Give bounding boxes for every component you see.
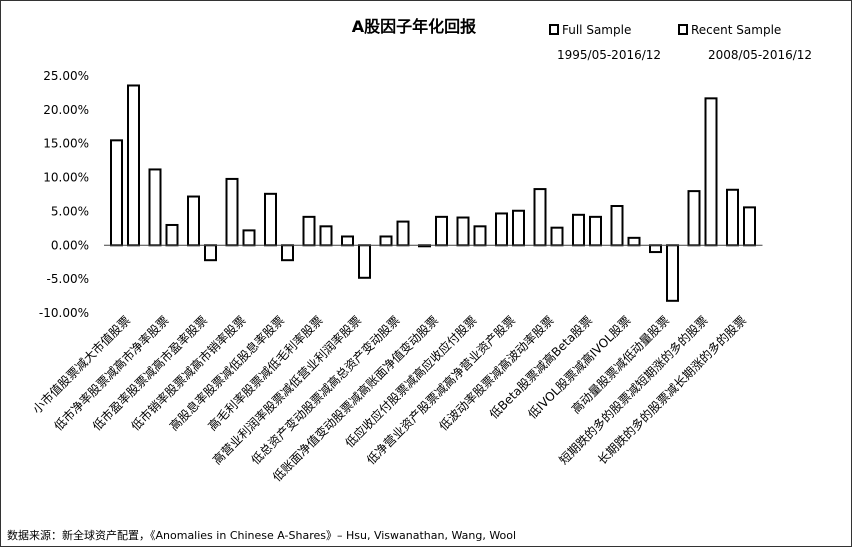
bar-full-sample (341, 235, 354, 247)
bar-full-sample (187, 195, 200, 247)
bar-full-sample (495, 212, 508, 247)
legend-swatch-full (549, 24, 559, 35)
bar-full-sample (148, 168, 162, 247)
bar-recent-sample (550, 226, 564, 247)
bar-full-sample (456, 216, 470, 247)
bar-recent-sample (512, 209, 525, 247)
bar-recent-sample (281, 244, 294, 262)
bar-recent-sample (127, 84, 140, 247)
bar-recent-sample (473, 225, 487, 247)
bar-full-sample (264, 192, 277, 247)
legend: Full Sample 1995/05-2016/12 Recent Sampl… (549, 23, 812, 62)
y-tick-label: 0.00% (51, 238, 89, 252)
bar-recent-sample (242, 229, 256, 247)
chart-title: A股因子年化回报 (352, 17, 476, 36)
bar-recent-sample (435, 215, 448, 247)
bar-recent-sample (204, 244, 217, 262)
y-tick-label: 10.00% (43, 171, 89, 185)
source-note: 数据来源：新全球资产配置，《Anomalies in Chinese A-Sha… (7, 528, 516, 542)
bar-recent-sample (589, 215, 602, 247)
bar-recent-sample (704, 97, 718, 247)
bar-full-sample (726, 188, 739, 247)
legend-label-full: Full Sample (562, 23, 631, 37)
x-axis-labels: 小市值股票减大市值股票低市净率股票减高市净率股票低市盈率股票减高市盈率股票低市销… (29, 313, 749, 485)
y-tick-label: 5.00% (51, 204, 89, 218)
bar-recent-sample (319, 225, 333, 247)
y-tick-label: -5.00% (47, 272, 89, 286)
bars (110, 84, 756, 302)
y-tick-label: -10.00% (39, 306, 89, 320)
legend-label-recent: Recent Sample (691, 23, 781, 37)
bar-full-sample (302, 215, 316, 247)
y-axis: 25.00% 20.00% 15.00% 10.00% 5.00% 0.00% -5.00%… (39, 69, 89, 320)
bar-full-sample (610, 205, 624, 247)
bar-full-sample (110, 139, 123, 247)
bar-full-sample (533, 188, 547, 247)
bar-recent-sample (358, 244, 371, 279)
legend-period-full: 1995/05-2016/12 (557, 48, 661, 62)
y-tick-label: 25.00% (43, 69, 89, 83)
bar-full-sample (379, 235, 393, 247)
bar-recent-sample (666, 244, 679, 302)
bar-recent-sample (743, 206, 756, 247)
bar-full-sample (687, 190, 701, 247)
bar-full-sample (649, 244, 662, 254)
bar-recent-sample (396, 220, 410, 247)
legend-period-recent: 2008/05-2016/12 (708, 48, 812, 62)
bar-recent-sample (165, 223, 179, 247)
bar-recent-sample (627, 236, 641, 247)
y-tick-label: 20.00% (43, 103, 89, 117)
legend-swatch-recent (678, 24, 688, 35)
bar-full-sample (225, 177, 239, 247)
bar-full-sample (572, 213, 585, 247)
y-tick-label: 15.00% (43, 137, 89, 151)
